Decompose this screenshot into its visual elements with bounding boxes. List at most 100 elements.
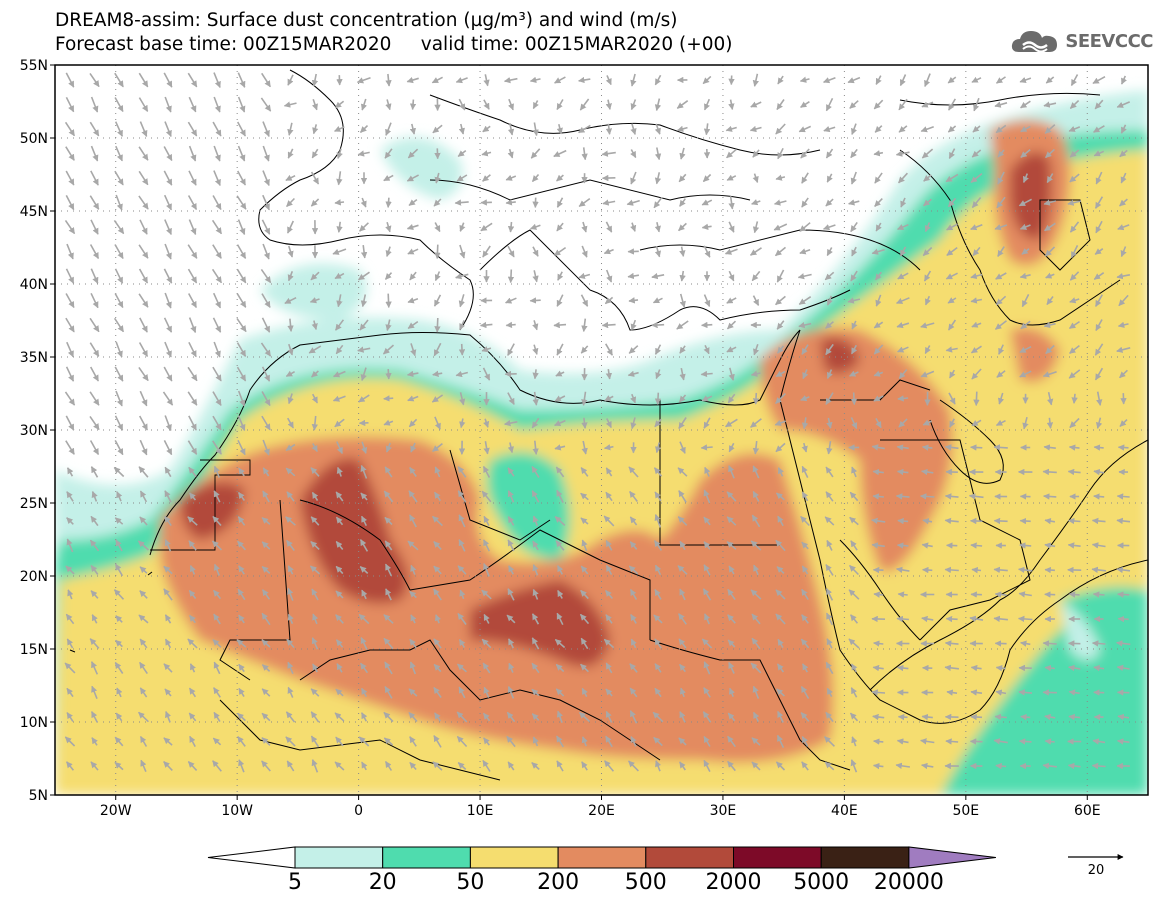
wind-arrow bbox=[454, 199, 469, 206]
wind-arrow bbox=[66, 538, 74, 553]
wind-arrow bbox=[970, 345, 982, 354]
wind-arrow bbox=[677, 516, 688, 526]
wind-arrow bbox=[507, 245, 515, 258]
wind-arrow bbox=[654, 245, 662, 258]
wind-arrow bbox=[775, 393, 786, 404]
wind-arrow bbox=[91, 614, 98, 624]
wind-arrow bbox=[850, 687, 858, 698]
wind-arrow bbox=[262, 121, 270, 137]
wind-arrow bbox=[164, 688, 172, 697]
wind-arrow bbox=[628, 466, 639, 478]
lon-label: 10W bbox=[221, 803, 253, 819]
wind-arrow bbox=[409, 271, 417, 281]
wind-arrow bbox=[406, 174, 419, 182]
wind-arrow bbox=[187, 391, 198, 406]
wind-arrow bbox=[433, 198, 442, 207]
lat-label: 55N bbox=[20, 58, 48, 74]
wind-arrow bbox=[138, 170, 149, 186]
wind-arrow bbox=[581, 318, 588, 333]
wind-arrow bbox=[556, 612, 564, 626]
wind-arrow bbox=[163, 440, 173, 456]
wind-arrow bbox=[385, 293, 392, 309]
wind-arrow bbox=[237, 415, 246, 431]
wind-arrow bbox=[555, 466, 565, 478]
wind-arrow bbox=[824, 516, 835, 526]
wind-arrow bbox=[971, 149, 982, 158]
wind-arrow bbox=[581, 761, 588, 771]
wind-arrow bbox=[507, 442, 514, 454]
wind-arrow bbox=[678, 394, 687, 403]
wind-arrow bbox=[530, 148, 541, 159]
wind-arrow bbox=[138, 415, 149, 431]
colorbar: 5 20 50 200 500 2000 5000 20000 bbox=[207, 846, 996, 895]
wind-arrow bbox=[238, 687, 245, 698]
wind-arrow bbox=[164, 96, 172, 113]
wind-arrow bbox=[531, 490, 540, 503]
wind-arrow bbox=[456, 735, 468, 748]
wind-arrow bbox=[434, 271, 441, 282]
wind-arrow bbox=[726, 491, 737, 502]
wind-arrow bbox=[801, 344, 809, 355]
wind-arrow bbox=[677, 565, 688, 575]
wind-arrow bbox=[65, 613, 75, 625]
wind-arrow bbox=[920, 738, 935, 745]
wind-arrow bbox=[286, 197, 295, 208]
wind-arrow bbox=[629, 516, 638, 526]
wind-arrow bbox=[164, 292, 172, 309]
wind-arrow bbox=[483, 737, 490, 746]
wind-arrow bbox=[556, 222, 564, 232]
wind-arrow bbox=[851, 246, 858, 257]
wind-arrow bbox=[801, 614, 809, 624]
wind-arrow bbox=[850, 759, 858, 773]
wind-arrow bbox=[213, 687, 221, 698]
wind-arrow bbox=[679, 540, 686, 551]
wind-arrow bbox=[260, 97, 272, 112]
wind-arrow bbox=[481, 346, 492, 353]
wind-arrow bbox=[581, 736, 588, 747]
wind-arrow bbox=[752, 685, 760, 699]
wind-arrow bbox=[800, 638, 810, 649]
wind-arrow bbox=[66, 243, 74, 260]
wind-arrow bbox=[455, 370, 469, 378]
wind-arrow bbox=[703, 541, 711, 550]
wind-arrow bbox=[311, 491, 319, 502]
wind-arrow bbox=[383, 614, 394, 624]
wind-arrow bbox=[409, 590, 417, 599]
wind-arrow bbox=[66, 467, 74, 477]
wind-arrow bbox=[236, 317, 247, 333]
wind-arrow bbox=[970, 664, 982, 672]
wind-arrow bbox=[310, 688, 320, 697]
wind-arrow bbox=[703, 661, 711, 675]
wind-arrow bbox=[90, 145, 99, 162]
wind-arrow bbox=[847, 76, 861, 84]
wind-arrow bbox=[800, 101, 810, 108]
wind-arrow bbox=[897, 223, 909, 231]
wind-arrow bbox=[703, 417, 711, 429]
wind-arrow bbox=[114, 440, 124, 456]
wind-arrow bbox=[1044, 566, 1055, 574]
wind-arrow bbox=[924, 222, 931, 233]
wind-arrow bbox=[554, 76, 566, 84]
wind-arrow bbox=[753, 564, 760, 576]
wind-arrow bbox=[556, 760, 564, 772]
wind-arrow bbox=[114, 517, 124, 525]
wind-arrow bbox=[822, 224, 836, 231]
wind-arrow bbox=[532, 588, 539, 600]
wind-arrow bbox=[1044, 664, 1055, 672]
wind-arrow bbox=[578, 711, 591, 723]
wind-arrow bbox=[1068, 591, 1080, 598]
wind-arrow bbox=[164, 490, 172, 503]
wind-arrow bbox=[359, 222, 369, 232]
wind-arrow bbox=[922, 419, 933, 426]
wind-arrow bbox=[1042, 640, 1057, 647]
wind-arrow bbox=[628, 297, 639, 304]
wind-arrow bbox=[433, 686, 442, 698]
wind-arrow bbox=[236, 121, 247, 137]
wind-arrow bbox=[944, 664, 959, 672]
wind-arrow bbox=[973, 97, 980, 112]
wind-arrow bbox=[383, 637, 394, 650]
wind-arrow bbox=[238, 565, 245, 575]
wind-arrow bbox=[188, 96, 197, 113]
wind-arrow bbox=[849, 614, 859, 624]
wind-arrow bbox=[801, 565, 809, 575]
